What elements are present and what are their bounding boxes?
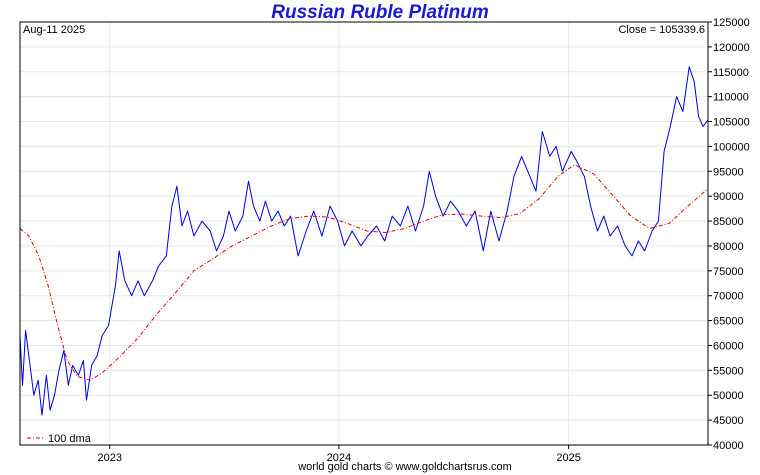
legend: 100 dma (27, 433, 92, 445)
y-tick-label: 80000 (713, 241, 744, 253)
y-tick-label: 45000 (713, 415, 744, 427)
x-tick-label: 2023 (98, 452, 122, 464)
y-tick-label: 85000 (713, 216, 744, 228)
y-tick-label: 50000 (713, 390, 744, 402)
x-tick-label: 2024 (327, 452, 351, 464)
y-tick-label: 120000 (713, 42, 750, 54)
y-tick-label: 95000 (713, 166, 744, 178)
series-lines (19, 66, 709, 416)
y-tick-label: 75000 (713, 266, 744, 278)
chart-title: Russian Ruble Platinum (271, 2, 489, 23)
price-series-line (19, 66, 709, 416)
grid-lines (20, 21, 708, 446)
y-tick-label: 70000 (713, 291, 744, 303)
y-tick-label: 60000 (713, 340, 744, 352)
plot-frame (19, 21, 709, 446)
y-tick-label: 105000 (713, 117, 750, 129)
y-tick-label: 65000 (713, 316, 744, 328)
y-axis: 40000 45000 50000 55000 60000 65000 70000 75000… (708, 17, 750, 452)
y-tick-label: 90000 (713, 191, 744, 203)
x-tick-label: 2025 (556, 452, 580, 464)
close-label: Close = 105339.6 (618, 24, 705, 36)
y-tick-label: 40000 (713, 440, 744, 452)
x-axis: 2023 2024 2025 (98, 445, 581, 464)
y-tick-label: 125000 (713, 17, 750, 29)
y-tick-label: 100000 (713, 141, 750, 153)
legend-label: 100 dma (48, 433, 92, 445)
y-tick-label: 55000 (713, 365, 744, 377)
date-label: Aug-11 2025 (23, 24, 85, 36)
footer-credit: world gold charts © www.goldchartsrus.co… (298, 461, 512, 473)
moving-average-line (19, 164, 709, 381)
y-tick-label: 115000 (713, 67, 749, 79)
y-tick-label: 110000 (713, 92, 749, 104)
